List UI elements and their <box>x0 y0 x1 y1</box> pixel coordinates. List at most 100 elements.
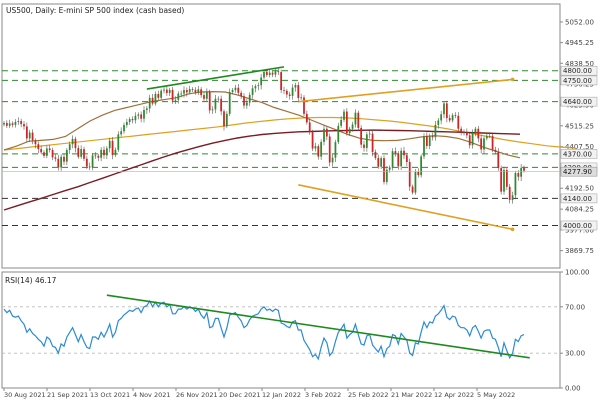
candle-body <box>291 87 294 96</box>
candle-body <box>157 93 160 98</box>
candle-body <box>451 115 454 121</box>
level-label: 4800.00 <box>563 67 592 75</box>
candle-body <box>103 149 105 156</box>
x-tick-label: 13 Oct 2021 <box>90 391 130 399</box>
rsi-y-tick-label: 30.00 <box>565 350 585 358</box>
x-tick-label: 12 Jan 2022 <box>262 391 301 399</box>
candle-body <box>280 72 283 91</box>
level-label: 4750.00 <box>563 77 592 85</box>
candle-body <box>63 156 65 162</box>
candle-body <box>308 122 311 133</box>
candle-body <box>203 95 205 99</box>
trendline-rsi-down <box>106 294 530 359</box>
candle-body <box>211 109 214 111</box>
candle-body <box>294 85 297 88</box>
x-axis: 30 Aug 2021 21 Sep 2021 13 Oct 2021 4 Nov 2… <box>3 388 515 399</box>
price-y-tick-label: 3869.75 <box>565 247 594 255</box>
candle-body <box>494 149 497 152</box>
candle-body <box>305 113 308 123</box>
candle-body <box>268 72 271 75</box>
rsi-line <box>3 299 525 361</box>
rsi-title: RSI(14) 46.17 <box>5 276 57 285</box>
candle-body <box>343 111 345 120</box>
candle-body <box>114 149 117 156</box>
candle-body <box>437 120 440 125</box>
trendline-endpoint <box>510 227 515 232</box>
candle-body <box>60 156 63 168</box>
candle-body <box>88 166 91 168</box>
level-label-box <box>560 193 598 204</box>
candle-body <box>168 89 171 93</box>
candle-body <box>440 114 443 121</box>
candle-body <box>445 103 448 119</box>
candle-body <box>11 123 14 125</box>
level-label-box <box>560 220 598 231</box>
candle-body <box>165 89 168 93</box>
x-tick-label: 30 Aug 2021 <box>4 391 46 399</box>
candle-body <box>43 152 45 156</box>
candle-body <box>248 94 251 103</box>
candle-body <box>474 128 477 133</box>
level-label: 4000.00 <box>563 222 592 230</box>
candle-body <box>160 90 163 98</box>
candle-body <box>177 93 180 100</box>
candle-body <box>420 156 423 176</box>
price-y-tick-label: 3977.00 <box>565 226 594 234</box>
price-panel: 5052.004945.254838.504730.254623.504515.… <box>1 3 598 269</box>
rsi-panel: 100.00 70.00 30.00 0.00 <box>1 269 590 393</box>
level-label: 4370.00 <box>563 150 592 158</box>
candle-body <box>171 89 174 101</box>
candle-body <box>388 167 391 170</box>
candle-body <box>45 148 48 156</box>
candle-body <box>465 132 468 136</box>
candle-body <box>328 136 331 163</box>
candle-body <box>251 88 254 95</box>
candle-body <box>463 132 465 134</box>
candle-body <box>365 134 368 148</box>
candle-body <box>303 97 305 114</box>
candle-body <box>414 171 417 193</box>
candle-body <box>485 136 488 139</box>
candle-body <box>297 85 300 98</box>
candle-body <box>20 121 23 125</box>
candle-body <box>285 90 288 95</box>
candle-body <box>57 158 60 168</box>
moving-average-brown <box>3 90 521 159</box>
rsi-panel-frame <box>1 271 561 389</box>
candle-body <box>123 125 125 132</box>
candle-body <box>448 118 451 121</box>
candle-body <box>300 97 303 99</box>
candle-body <box>23 124 25 127</box>
candle-body <box>34 140 37 145</box>
candle-body <box>325 128 328 137</box>
candle-body <box>314 146 317 149</box>
candle-body <box>391 151 394 168</box>
candle-body <box>163 89 165 91</box>
candle-body <box>283 90 285 91</box>
price-y-tick-label: 4192.50 <box>565 185 594 193</box>
candle-body <box>471 132 474 146</box>
x-tick-label: 5 May 2022 <box>477 391 515 399</box>
candle-body <box>488 135 491 137</box>
x-tick-label: 20 Dec 2021 <box>219 391 261 399</box>
candle-body <box>428 135 431 146</box>
trendline-channel-lower <box>298 184 513 231</box>
price-y-tick-label: 4515.25 <box>565 122 594 130</box>
candle-body <box>240 92 243 97</box>
candle-body <box>425 136 428 146</box>
trendline-channel-upper <box>298 78 513 103</box>
candle-body <box>514 173 517 196</box>
candle-body <box>217 98 220 100</box>
candle-body <box>28 132 31 139</box>
candle-body <box>397 153 400 167</box>
candle-body <box>131 119 134 121</box>
price-y-tick-label: 4945.25 <box>565 39 594 47</box>
candle-body <box>385 169 388 182</box>
candle-body <box>148 97 151 109</box>
candle-body <box>68 144 71 151</box>
candle-body <box>108 140 111 149</box>
candle-body <box>3 122 5 125</box>
candle-body <box>371 133 374 152</box>
candle-body <box>357 112 360 128</box>
